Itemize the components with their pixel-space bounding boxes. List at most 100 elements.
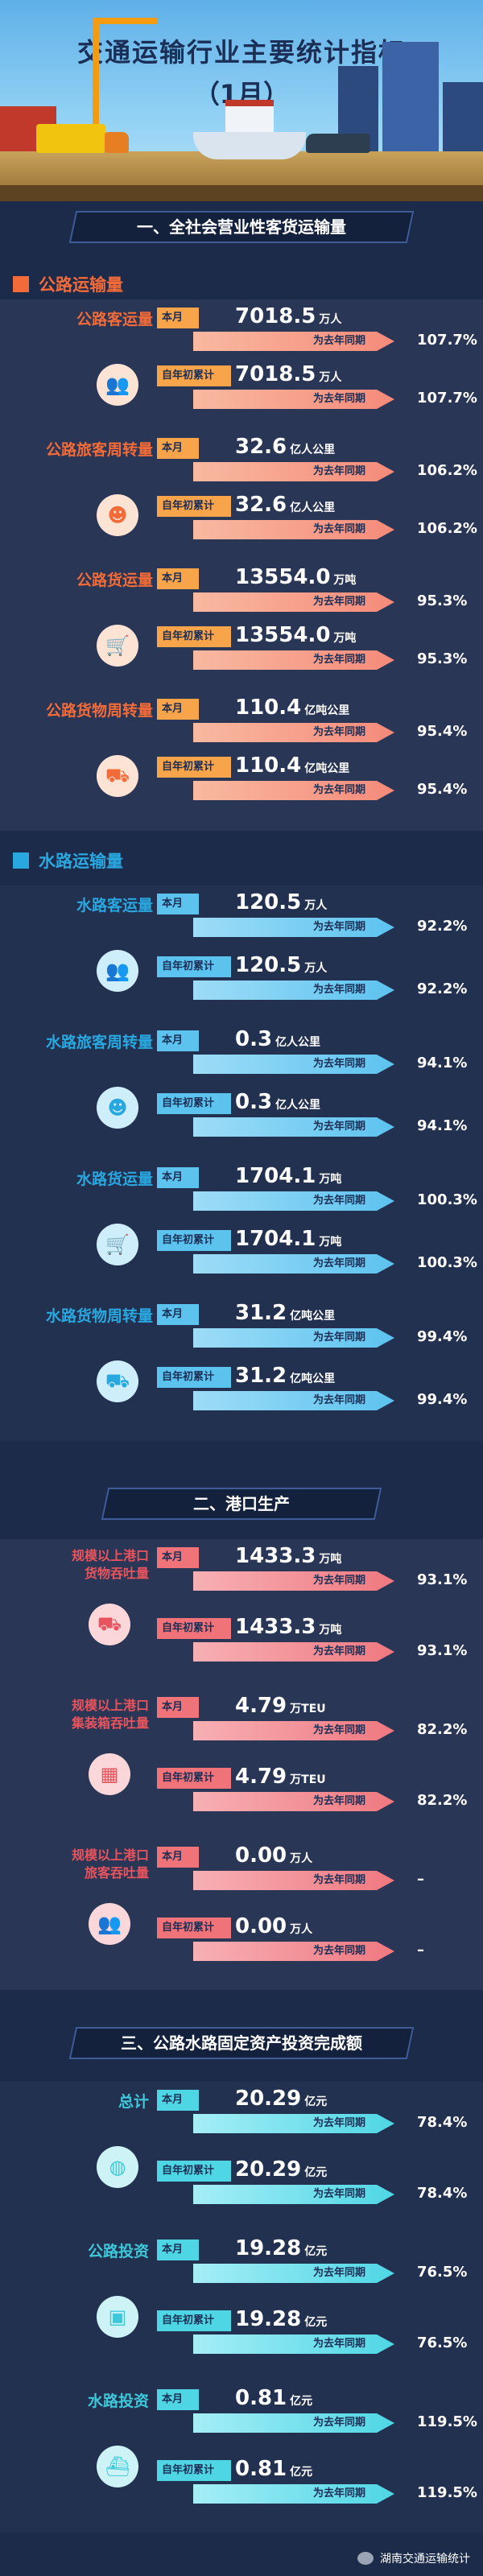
- metric-label: 公路货物周转量: [45, 702, 153, 720]
- soil-illustration: [0, 185, 483, 201]
- ship-icon: ⛴: [97, 2446, 138, 2487]
- ytd-percent: 99.4%: [417, 1391, 468, 1408]
- month-percent: 92.2%: [417, 918, 468, 935]
- month-compare-bar: 为去年同期: [193, 2114, 394, 2133]
- ytd-tag: 自年初累计: [157, 956, 231, 977]
- ytd-tag: 自年初累计: [157, 496, 231, 517]
- metric-label: 水路投资: [87, 2392, 149, 2410]
- month-value: 20.29 亿元: [235, 2087, 328, 2111]
- metric-label: 水路货运量: [76, 1170, 153, 1188]
- building-illustration: [443, 82, 483, 155]
- ytd-percent: 95.3%: [417, 650, 468, 667]
- month-value: 31.2 亿吨公里: [235, 1301, 336, 1325]
- bus-icon: ▣: [97, 2296, 138, 2338]
- ytd-percent: –: [417, 1942, 424, 1959]
- ytd-value: 19.28 亿元: [235, 2307, 328, 2331]
- month-value: 110.4 亿吨公里: [235, 696, 350, 720]
- metric-label: 水路旅客周转量: [45, 1034, 153, 1051]
- month-tag: 本月: [157, 2389, 199, 2410]
- truck-illustration: [36, 124, 105, 153]
- metric-label: 水路客运量: [76, 897, 153, 914]
- metric-label: 公路客运量: [76, 311, 153, 328]
- wechat-account[interactable]: 湖南交通运输统计: [357, 2550, 470, 2566]
- ship-cabin-illustration: [225, 100, 274, 132]
- metric-label: 水路货物周转量: [45, 1307, 153, 1325]
- ytd-tag: 自年初累计: [157, 1918, 231, 1938]
- train-illustration: [306, 134, 370, 153]
- month-compare-bar: 为去年同期: [193, 1721, 394, 1740]
- month-value: 32.6 亿人公里: [235, 435, 336, 459]
- ytd-compare-bar: 为去年同期: [193, 520, 394, 539]
- ytd-compare-bar: 为去年同期: [193, 980, 394, 1000]
- invest-panel: 总计 ◍ 本月 20.29 亿元 为去年同期 78.4% 自年初累计 20.29 亿元 为去年同期 7…: [0, 2082, 483, 2533]
- month-compare-bar: 为去年同期: [193, 1571, 394, 1591]
- month-value: 0.3 亿人公里: [235, 1027, 321, 1051]
- metric-label: 公路货运量: [76, 572, 153, 589]
- month-value: 7018.5 万人: [235, 304, 342, 328]
- ytd-value: 13554.0 万吨: [235, 623, 357, 647]
- ytd-compare-bar: 为去年同期: [193, 2484, 394, 2504]
- month-compare-bar: 为去年同期: [193, 462, 394, 481]
- month-percent: 106.2%: [417, 462, 477, 479]
- people-icon: 👥: [97, 364, 138, 406]
- month-percent: 100.3%: [417, 1191, 477, 1208]
- month-tag: 本月: [157, 1304, 199, 1325]
- ytd-percent: 92.2%: [417, 980, 468, 997]
- month-value: 19.28 亿元: [235, 2236, 328, 2260]
- ytd-value: 120.5 万人: [235, 953, 328, 977]
- people-icon: 👥: [89, 1903, 130, 1945]
- footer: 湖南交通运输统计: [0, 2542, 483, 2576]
- month-tag: 本月: [157, 1167, 199, 1188]
- person-circle-icon: ☻: [97, 1087, 138, 1129]
- ytd-tag: 自年初累计: [157, 1367, 231, 1388]
- month-tag: 本月: [157, 2090, 199, 2111]
- cart-icon: 🛒: [97, 625, 138, 667]
- month-compare-bar: 为去年同期: [193, 592, 394, 612]
- section-banner-2: 二、港口生产: [101, 1488, 382, 1520]
- water-panel: 水路客运量 👥 本月 120.5 万人 为去年同期 92.2% 自年初累计 120.5 万人 为去年…: [0, 886, 483, 1441]
- ytd-compare-bar: 为去年同期: [193, 1391, 394, 1410]
- month-tag: 本月: [157, 1030, 199, 1051]
- ytd-percent: 106.2%: [417, 520, 477, 537]
- ytd-percent: 95.4%: [417, 781, 468, 798]
- month-percent: 107.7%: [417, 332, 477, 349]
- ytd-tag: 自年初累计: [157, 626, 231, 647]
- ytd-compare-bar: 为去年同期: [193, 1254, 394, 1274]
- wechat-icon: [357, 2552, 374, 2565]
- building-illustration: [382, 42, 439, 155]
- month-compare-bar: 为去年同期: [193, 2264, 394, 2283]
- month-compare-bar: 为去年同期: [193, 1055, 394, 1074]
- truck-cab-illustration: [105, 132, 129, 153]
- ytd-value: 0.00 万人: [235, 1914, 313, 1938]
- month-value: 0.81 亿元: [235, 2386, 313, 2410]
- month-value: 120.5 万人: [235, 890, 328, 914]
- month-percent: 95.4%: [417, 723, 468, 740]
- cargo-cart-icon: ⛟: [89, 1604, 130, 1645]
- ytd-compare-bar: 为去年同期: [193, 2334, 394, 2354]
- ytd-compare-bar: 为去年同期: [193, 1792, 394, 1811]
- ytd-value: 1704.1 万吨: [235, 1227, 342, 1251]
- ytd-tag: 自年初累计: [157, 1230, 231, 1251]
- ytd-compare-bar: 为去年同期: [193, 781, 394, 800]
- month-tag: 本月: [157, 1697, 199, 1718]
- ytd-percent: 100.3%: [417, 1254, 477, 1271]
- ytd-compare-bar: 为去年同期: [193, 1942, 394, 1961]
- ytd-value: 7018.5 万人: [235, 362, 342, 386]
- ytd-percent: 76.5%: [417, 2334, 468, 2351]
- metric-label: 规模以上港口 旅客吞吐量: [71, 1847, 149, 1880]
- month-percent: 119.5%: [417, 2413, 477, 2430]
- square-icon: [13, 276, 29, 292]
- ytd-tag: 自年初累计: [157, 365, 231, 386]
- metric-label: 总计: [118, 2093, 149, 2111]
- square-icon: [13, 852, 29, 869]
- ytd-tag: 自年初累计: [157, 2161, 231, 2182]
- cart-circle-icon: ⛟: [97, 755, 138, 797]
- ytd-compare-bar: 为去年同期: [193, 390, 394, 409]
- metric-label: 规模以上港口 集装箱吞吐量: [71, 1698, 149, 1731]
- ytd-value: 32.6 亿人公里: [235, 493, 336, 517]
- month-percent: 99.4%: [417, 1328, 468, 1345]
- month-tag: 本月: [157, 699, 199, 720]
- road-panel: 公路客运量 👥 本月 7018.5 万人 为去年同期 107.7% 自年初累计 7018.5 万人…: [0, 299, 483, 831]
- section-banner-1: 一、全社会营业性客货运输量: [68, 211, 415, 243]
- metric-label: 规模以上港口 货物吞吐量: [71, 1548, 149, 1581]
